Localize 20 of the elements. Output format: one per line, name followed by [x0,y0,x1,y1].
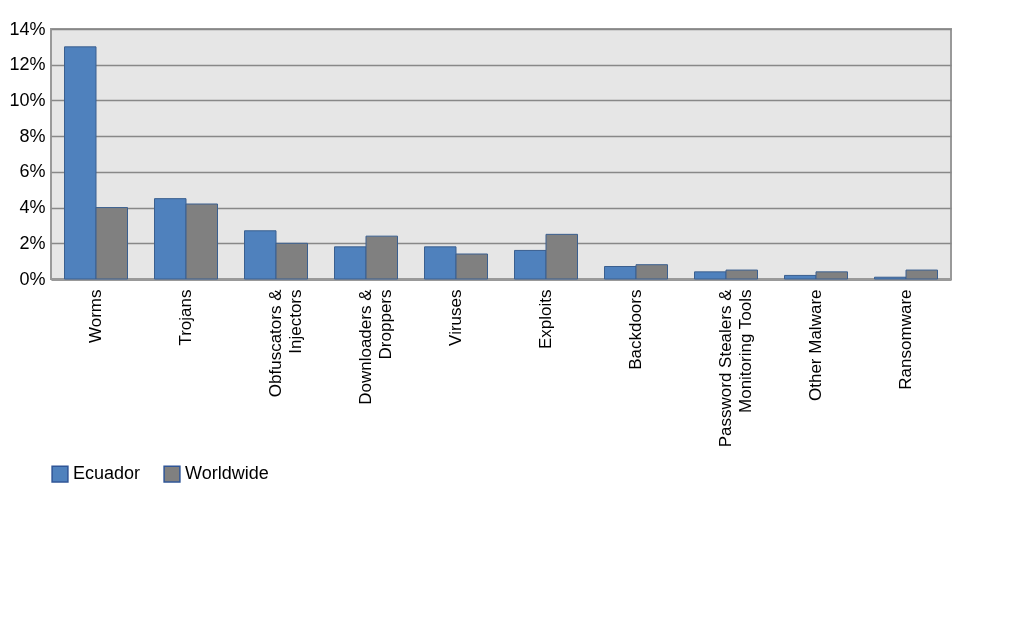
x-tick-label: Downloaders & Droppers [356,288,395,405]
x-tick-label: Trojans [176,289,195,346]
x-tick-label: Viruses [446,289,465,346]
x-tick-label: Obfuscators & Injectors [266,288,305,398]
legend-label: Worldwide [185,463,269,484]
x-tick-label: Exploits [536,289,555,350]
y-tick-label: 4% [19,197,46,218]
legend-label: Ecuador [73,463,141,484]
y-tick-label: 8% [19,125,46,146]
x-tick-label: Backdoors [626,289,645,370]
y-tick-label: 14% [9,18,46,39]
y-tick-label: 6% [19,161,46,182]
y-tick-label: 2% [19,232,46,253]
y-tick-label: 12% [9,54,46,75]
x-tick-label: Password Stealers & Monitoring Tools [716,288,755,448]
x-tick-label: Ransomware [896,289,915,390]
x-tick-label: Worms [86,289,105,344]
x-tick-label: Other Malware [806,289,825,401]
y-tick-label: 0% [19,268,46,289]
y-tick-label: 10% [9,89,46,110]
